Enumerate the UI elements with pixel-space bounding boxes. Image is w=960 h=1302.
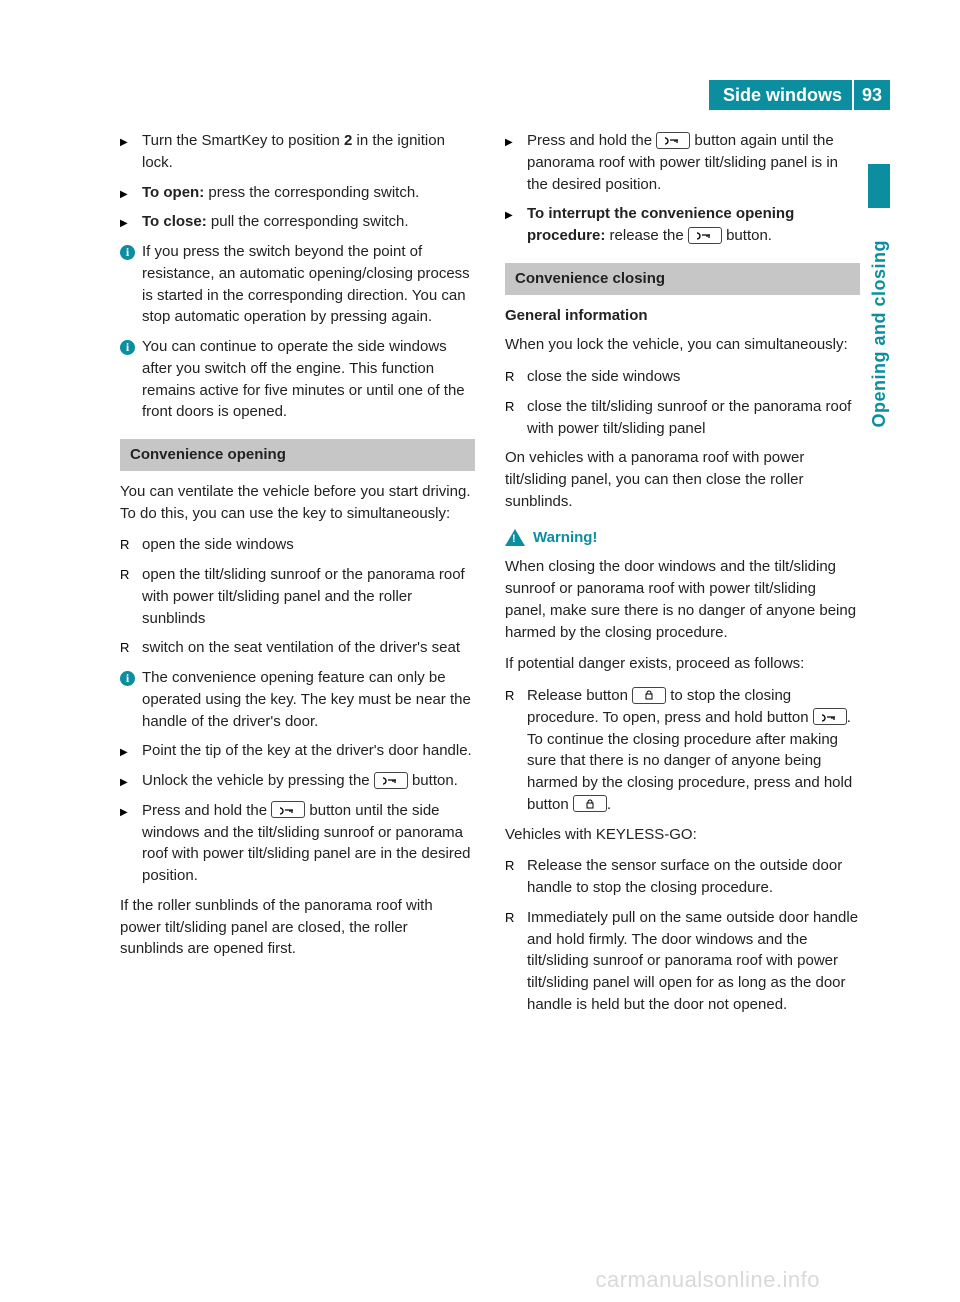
arrow-icon bbox=[120, 740, 142, 762]
step-item: To interrupt the convenience opening pro… bbox=[505, 203, 860, 247]
step-item: Turn the SmartKey to position 2 in the i… bbox=[120, 130, 475, 174]
bullet-text: close the side windows bbox=[527, 366, 860, 388]
header-title: Side windows bbox=[709, 80, 852, 110]
paragraph: Vehicles with KEYLESS-GO: bbox=[505, 824, 860, 846]
step-item: To close: pull the corresponding switch. bbox=[120, 211, 475, 233]
section-header: Convenience opening bbox=[120, 439, 475, 471]
info-item: The convenience opening feature can only… bbox=[120, 667, 475, 732]
t: . bbox=[607, 796, 611, 813]
bullet-item: Release button to stop the closing proce… bbox=[505, 685, 860, 816]
step-text: Unlock the vehicle by pressing the butto… bbox=[142, 770, 475, 792]
t: To open: bbox=[142, 184, 204, 201]
sub-header: General information bbox=[505, 305, 860, 327]
unlock-key-icon bbox=[688, 227, 722, 244]
bullet-item: Release the sensor surface on the outsid… bbox=[505, 855, 860, 899]
paragraph: On vehicles with a panorama roof with po… bbox=[505, 447, 860, 512]
step-text: Press and hold the button until the side… bbox=[142, 800, 475, 887]
info-text: You can continue to operate the side win… bbox=[142, 336, 475, 423]
bullet-icon bbox=[120, 534, 142, 556]
t: pull the corresponding switch. bbox=[207, 213, 409, 230]
bullet-text: open the tilt/sliding sunroof or the pan… bbox=[142, 564, 475, 629]
bullet-icon bbox=[505, 855, 527, 899]
warning-header: Warning! bbox=[505, 527, 860, 549]
bullet-text: Release button to stop the closing proce… bbox=[527, 685, 860, 816]
side-tab-block bbox=[868, 164, 890, 208]
paragraph: When you lock the vehicle, you can simul… bbox=[505, 334, 860, 356]
step-item: Unlock the vehicle by pressing the butto… bbox=[120, 770, 475, 792]
header-page-number: 93 bbox=[852, 80, 890, 110]
t: Turn the SmartKey to position bbox=[142, 132, 344, 149]
step-text: Press and hold the button again until th… bbox=[527, 130, 860, 195]
arrow-icon bbox=[120, 211, 142, 233]
info-item: You can continue to operate the side win… bbox=[120, 336, 475, 423]
unlock-key-icon bbox=[656, 132, 690, 149]
t: release the bbox=[605, 227, 688, 244]
t: button. bbox=[408, 772, 458, 789]
bullet-icon bbox=[505, 907, 527, 1016]
bullet-icon bbox=[120, 637, 142, 659]
t: press the corresponding switch. bbox=[204, 184, 419, 201]
t: Release button bbox=[527, 687, 632, 704]
step-text: To close: pull the corresponding switch. bbox=[142, 211, 475, 233]
content-columns: Turn the SmartKey to position 2 in the i… bbox=[120, 130, 860, 1024]
info-text: The convenience opening feature can only… bbox=[142, 667, 475, 732]
step-item: Press and hold the button until the side… bbox=[120, 800, 475, 887]
unlock-key-icon bbox=[374, 772, 408, 789]
bullet-item: open the tilt/sliding sunroof or the pan… bbox=[120, 564, 475, 629]
bullet-icon bbox=[505, 366, 527, 388]
bullet-text: Release the sensor surface on the outsid… bbox=[527, 855, 860, 899]
step-text: To interrupt the convenience opening pro… bbox=[527, 203, 860, 247]
bullet-item: open the side windows bbox=[120, 534, 475, 556]
unlock-key-icon bbox=[813, 708, 847, 725]
step-item: Point the tip of the key at the driver's… bbox=[120, 740, 475, 762]
bullet-item: switch on the seat ventilation of the dr… bbox=[120, 637, 475, 659]
section-header: Convenience closing bbox=[505, 263, 860, 295]
right-column: Press and hold the button again until th… bbox=[505, 130, 860, 1024]
bullet-text: close the tilt/sliding sunroof or the pa… bbox=[527, 396, 860, 440]
lock-key-icon bbox=[632, 687, 666, 704]
bullet-text: Immediately pull on the same outside doo… bbox=[527, 907, 860, 1016]
lock-key-icon bbox=[573, 795, 607, 812]
paragraph: If potential danger exists, proceed as f… bbox=[505, 653, 860, 675]
bullet-item: Immediately pull on the same outside doo… bbox=[505, 907, 860, 1016]
arrow-icon bbox=[120, 800, 142, 887]
t: To close: bbox=[142, 213, 207, 230]
warning-icon bbox=[505, 529, 525, 546]
side-tab-label: Opening and closing bbox=[866, 240, 888, 428]
t: Press and hold the bbox=[142, 802, 271, 819]
t: button. bbox=[722, 227, 772, 244]
watermark: carmanualsonline.info bbox=[595, 1264, 820, 1296]
bullet-text: switch on the seat ventilation of the dr… bbox=[142, 637, 475, 659]
arrow-icon bbox=[505, 203, 527, 247]
step-text: Turn the SmartKey to position 2 in the i… bbox=[142, 130, 475, 174]
info-icon bbox=[120, 336, 142, 423]
left-column: Turn the SmartKey to position 2 in the i… bbox=[120, 130, 475, 1024]
paragraph: When closing the door windows and the ti… bbox=[505, 556, 860, 643]
paragraph: You can ventilate the vehicle before you… bbox=[120, 481, 475, 525]
info-icon bbox=[120, 241, 142, 328]
info-icon bbox=[120, 667, 142, 732]
info-text: If you press the switch beyond the point… bbox=[142, 241, 475, 328]
arrow-icon bbox=[120, 182, 142, 204]
arrow-icon bbox=[120, 130, 142, 174]
arrow-icon bbox=[505, 130, 527, 195]
info-item: If you press the switch beyond the point… bbox=[120, 241, 475, 328]
bullet-item: close the side windows bbox=[505, 366, 860, 388]
step-item: To open: press the corresponding switch. bbox=[120, 182, 475, 204]
bullet-icon bbox=[505, 396, 527, 440]
bullet-text: open the side windows bbox=[142, 534, 475, 556]
step-item: Press and hold the button again until th… bbox=[505, 130, 860, 195]
bullet-item: close the tilt/sliding sunroof or the pa… bbox=[505, 396, 860, 440]
t: Unlock the vehicle by pressing the bbox=[142, 772, 374, 789]
bullet-icon bbox=[505, 685, 527, 816]
step-text: Point the tip of the key at the driver's… bbox=[142, 740, 475, 762]
paragraph: If the roller sunblinds of the panorama … bbox=[120, 895, 475, 960]
bullet-icon bbox=[120, 564, 142, 629]
page-header: Side windows 93 bbox=[709, 80, 890, 110]
arrow-icon bbox=[120, 770, 142, 792]
unlock-key-icon bbox=[271, 801, 305, 818]
warning-label: Warning! bbox=[533, 527, 597, 549]
t: Press and hold the bbox=[527, 132, 656, 149]
step-text: To open: press the corresponding switch. bbox=[142, 182, 475, 204]
